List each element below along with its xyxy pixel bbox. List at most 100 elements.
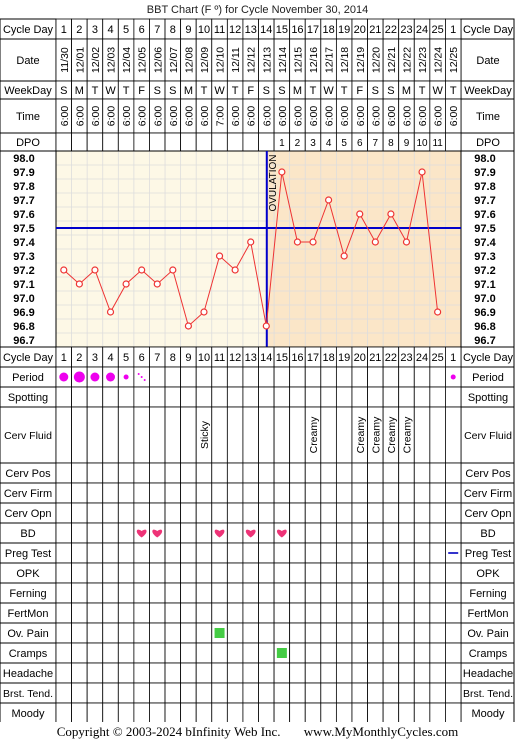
observation-cell: [335, 702, 353, 722]
observation-cell: [398, 522, 415, 544]
y-tick-label-right: 97.0: [474, 293, 495, 305]
row-label-left: Time: [16, 111, 40, 123]
observation-cell: [180, 462, 197, 484]
observation-cell: [149, 562, 166, 584]
observation-cell: [429, 462, 446, 484]
observation-cell: [149, 682, 166, 704]
observation-cell: [149, 482, 166, 504]
observation-cell: [445, 462, 462, 484]
observation-cell: [382, 622, 400, 644]
observation-cell: [180, 522, 197, 544]
date-value: 12/19: [355, 47, 367, 73]
row-label-right: Cramps: [469, 648, 508, 660]
weekday-value: T: [310, 85, 317, 97]
observation-cell: [133, 542, 150, 564]
row-label-left: Cerv Opn: [4, 508, 51, 520]
observation-cell: [242, 642, 259, 664]
observation-cell: [226, 562, 244, 584]
observation-cell: [149, 602, 166, 624]
time-value: 6:00: [308, 106, 320, 127]
observation-cell: [289, 542, 306, 564]
observation-cell: [413, 366, 431, 388]
observation-cell: [86, 406, 104, 464]
row-label-left: FertMon: [8, 608, 49, 620]
observation-cell: [304, 642, 322, 664]
row-label-left: Date: [16, 55, 39, 67]
observation-cell: [382, 366, 400, 388]
observation-cell: [226, 406, 244, 464]
bd-heart-icon: [245, 529, 256, 538]
observation-cell: [55, 582, 72, 604]
observation-cell: [413, 582, 431, 604]
observation-cell: [164, 366, 182, 388]
y-tick-label-right: 97.9: [474, 167, 495, 179]
observation-cell: [273, 622, 291, 644]
observation-cell: [320, 522, 337, 544]
period-spot-dot: [137, 373, 140, 375]
weekday-value: T: [123, 85, 130, 97]
cycle-day-value: 7: [154, 352, 160, 364]
observation-cell: [289, 366, 306, 388]
dpo-value: 5: [341, 138, 347, 149]
observation-cell: [382, 542, 400, 564]
date-value: 11/30: [59, 47, 71, 73]
observation-cell: [164, 482, 182, 504]
observation-cell: [304, 582, 322, 604]
cycle_day-value: 22: [385, 24, 397, 36]
observation-cell: [211, 642, 228, 664]
chart-title: BBT Chart (F º) for Cycle November 30, 2…: [147, 4, 368, 16]
weekday-value: M: [402, 85, 411, 97]
site-link[interactable]: www.MyMonthlyCycles.com: [303, 724, 459, 739]
weekday-value: T: [92, 85, 99, 97]
observation-cell: [117, 682, 135, 704]
observation-cell: [398, 622, 415, 644]
observation-cell: [211, 582, 228, 604]
observation-cell: [258, 642, 275, 664]
observation-cell: [226, 522, 244, 544]
period-dot: [106, 372, 116, 382]
dpo-value: 9: [404, 138, 410, 149]
period-dot: [450, 374, 456, 380]
cycle-day-value: 2: [76, 352, 82, 364]
dpo-value: 11: [432, 138, 443, 149]
time-value: 6:00: [386, 106, 398, 127]
observation-cell: [133, 502, 150, 524]
row-label-left: Ferning: [9, 588, 46, 600]
observation-cell: [382, 482, 400, 504]
observation-cell: [258, 502, 275, 524]
observation-cell: [133, 602, 150, 624]
y-tick-label-left: 97.0: [13, 293, 34, 305]
temperature-point: [75, 280, 83, 288]
date-value: 12/17: [324, 47, 336, 73]
cycle_day-value: 13: [245, 24, 257, 36]
observation-cell: [71, 702, 88, 722]
y-tick-label-right: 98.0: [474, 153, 495, 165]
observation-cell: [164, 462, 182, 484]
observation-cell: [382, 522, 400, 544]
observation-cell: [71, 682, 88, 704]
observation-cell: [351, 682, 368, 704]
label-cell: [0, 98, 57, 134]
observation-cell: [180, 562, 197, 584]
observation-cell: [320, 386, 337, 408]
observation-cell: [117, 702, 135, 722]
observation-cell: [429, 562, 446, 584]
observation-cell: [273, 386, 291, 408]
dpo-value: 8: [388, 138, 394, 149]
observation-cell: [180, 682, 197, 704]
observation-cell: [55, 386, 72, 408]
weekday-value: F: [247, 85, 254, 97]
observation-cell: [258, 602, 275, 624]
time-value: 6:00: [370, 106, 382, 127]
weekday-value: M: [184, 85, 193, 97]
observation-cell: [86, 542, 104, 564]
temperature-point: [402, 238, 411, 246]
y-tick-label-left: 96.9: [13, 307, 34, 319]
weekday-value: W: [214, 85, 225, 97]
observation-cell: [335, 482, 353, 504]
row-label-right: DPO: [476, 137, 500, 149]
observation-cell: [102, 602, 119, 624]
cycle_day-value: 17: [307, 24, 319, 36]
row-label-right: FertMon: [468, 608, 509, 620]
observation-cell: [55, 522, 72, 544]
